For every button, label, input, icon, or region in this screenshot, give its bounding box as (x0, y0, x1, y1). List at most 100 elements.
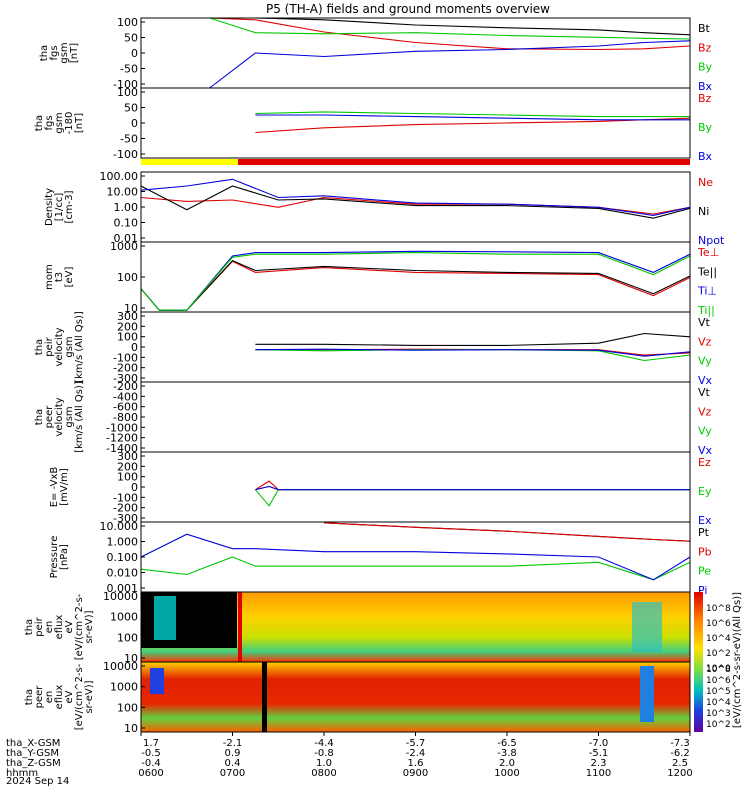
y-tick-label: 10.00 (107, 186, 139, 199)
y-axis-label: Density (44, 188, 55, 226)
series-line-fgs_gsm_detrended (255, 117, 691, 134)
time-axis-value: -0.8 (314, 748, 334, 759)
colorbar-tick-label: 10^6 (706, 619, 731, 629)
y-axis-label: [nT] (74, 113, 85, 133)
y-tick-label: 100 (117, 271, 138, 284)
time-axis-value: -4.4 (314, 738, 334, 749)
legend-entry: Pb (698, 545, 712, 558)
time-axis-value: -5.1 (589, 748, 609, 759)
y-tick-label: 10 (124, 722, 138, 735)
series-line-fgs_gsm_detrended (255, 114, 690, 121)
legend-entry: Ti|| (697, 304, 715, 317)
series-line-peir_velocity (255, 348, 691, 357)
y-tick-label: -1000 (106, 421, 138, 434)
series-line-peir_velocity (255, 349, 691, 362)
spacecraft-status-bar (141, 159, 690, 165)
time-axis-row-label: tha_Z-GSM (6, 758, 61, 769)
time-axis-value: -0.5 (141, 748, 161, 759)
time-axis-value: 1200 (667, 768, 692, 779)
panel-peer_en_eflux: 10000 1000 100 10 tha peer en eflux eV [eV/(cm^2-… (24, 660, 691, 735)
y-axis-label: [eV] (64, 267, 75, 288)
y-axis-label: t3 (54, 272, 65, 282)
y-axis-label: peer (44, 405, 55, 429)
series-line-fgs_gsm (209, 17, 691, 51)
y-axis-label: [nPa] (59, 544, 70, 570)
series-line-fgs_gsm (209, 40, 691, 89)
y-tick-label: 0 (131, 341, 138, 354)
y-tick-label: 1000 (110, 240, 138, 253)
series-line-pressure (140, 556, 691, 581)
y-axis-label: gsm (64, 406, 75, 427)
series-line-pressure (323, 522, 691, 542)
legend-entry: Bz (698, 92, 712, 105)
legend-entry: Vy (698, 355, 712, 368)
series-line-fgs_gsm (209, 17, 691, 40)
time-axis-value: 0.9 (225, 748, 241, 759)
colorbar-tick-label: 10^4 (706, 698, 731, 708)
legend-entry: Ne (698, 176, 713, 189)
time-axis-value: 1100 (586, 768, 611, 779)
y-axis-label: [km/s (All Qs)] (74, 381, 85, 453)
spectrogram-peer_en_eflux (141, 662, 690, 732)
legend-entry: Pe (698, 565, 711, 578)
y-tick-label: 10000 (103, 590, 138, 603)
colorbar-tick-label: 10^8 (706, 604, 731, 614)
y-tick-label: 100 (117, 471, 138, 484)
y-tick-label: -1200 (106, 432, 138, 445)
series-line-fgs_gsm (209, 17, 691, 36)
y-tick-label: -100 (113, 491, 138, 504)
y-axis-label: peir (44, 336, 55, 356)
panel-temperature: 1000 100 10 mom t3 [eV] Te⊥ Te|| Ti⊥ Ti|| (44, 240, 719, 317)
legend-entry: Vx (698, 374, 713, 387)
y-axis-label: [cm-3] (64, 190, 75, 223)
spectrogram-feature (640, 666, 654, 722)
y-tick-label: -400 (113, 390, 138, 403)
y-axis-label: tha (34, 409, 45, 425)
energy-flux-colorbar: 10^810^610^410^210^010^810^610^510^410^3… (694, 592, 743, 732)
legend-entry: Npot (698, 234, 725, 247)
y-axis-label: fgs (49, 45, 60, 60)
legend-entry: Ex (698, 514, 712, 527)
y-axis-label: [1/cc] (54, 193, 65, 222)
y-tick-label: 0.10 (114, 217, 139, 230)
y-tick-label: 200 (117, 460, 138, 473)
legend-entry: Ti⊥ (697, 285, 717, 298)
legend-entry: Pt (698, 526, 710, 539)
time-axis-value: 2.0 (499, 758, 515, 769)
legend-entry: By (698, 61, 713, 74)
y-tick-label: -200 (113, 362, 138, 375)
plot-frame-peer_velocity (140, 381, 691, 453)
y-axis-label: [km/s (All Qs)] (74, 311, 85, 383)
series-line-efield (254, 489, 690, 507)
time-axis-value: 2.3 (591, 758, 607, 769)
colorbar-tick-label: 10^2 (706, 720, 731, 730)
y-axis-label: [nT] (69, 43, 80, 63)
y-axis-label: en (44, 691, 55, 704)
colorbar-tick-label: 10^8 (706, 665, 731, 675)
time-axis-value: -6.5 (497, 738, 517, 749)
y-tick-label: 300 (117, 450, 138, 463)
y-tick-label: -50 (120, 63, 138, 76)
legend-entry: Bx (698, 80, 713, 93)
time-axis-value: -7.3 (670, 738, 690, 749)
time-axis-value: 1.6 (408, 758, 424, 769)
y-axis-label: sr-eV)] (84, 680, 95, 713)
y-tick-label: 0.100 (107, 551, 139, 564)
y-tick-label: -600 (113, 401, 138, 414)
y-tick-label: -800 (113, 411, 138, 424)
y-tick-label: 1.00 (114, 201, 139, 214)
time-axis-value: -5.7 (406, 738, 426, 749)
series-line-fgs_gsm_detrended (255, 111, 690, 118)
series-line-density (140, 196, 691, 215)
y-tick-label: 0 (131, 117, 138, 130)
colorbar-tick-label: 10^5 (706, 687, 731, 697)
y-axis-label: gsm (59, 42, 70, 63)
y-tick-label: 0 (131, 47, 138, 60)
legend-entry: Vz (698, 405, 712, 418)
y-tick-label: 100 (117, 16, 138, 29)
legend-entry: Vz (698, 335, 712, 348)
y-axis-label: eV (64, 690, 75, 703)
